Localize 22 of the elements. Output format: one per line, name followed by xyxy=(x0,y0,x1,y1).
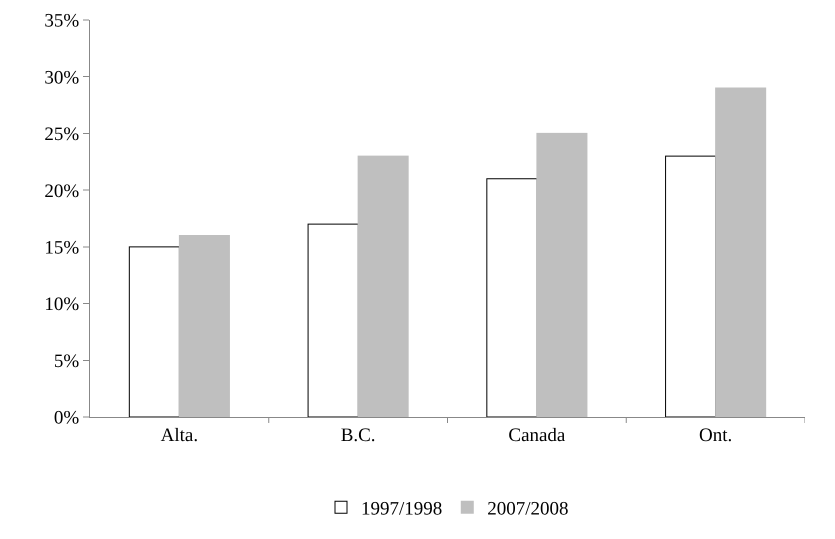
bar xyxy=(486,178,538,417)
bar xyxy=(536,132,588,417)
bar xyxy=(358,156,409,417)
bar xyxy=(715,88,766,417)
y-tick-label: 25% xyxy=(44,124,80,146)
x-tick-label: Ont. xyxy=(699,424,732,446)
y-tick-label: 35% xyxy=(44,10,80,32)
x-tick-label: Alta. xyxy=(160,424,198,446)
y-tick-label: 15% xyxy=(44,238,80,259)
y-tick-label: 20% xyxy=(44,180,80,202)
y-tick-label: 5% xyxy=(54,350,80,372)
legend-label: 2007/2008 xyxy=(487,498,569,520)
legend-label: 1997/1998 xyxy=(361,498,442,520)
y-tick-label: 10% xyxy=(44,294,80,316)
x-tick-label: Canada xyxy=(508,424,566,446)
y-tick-label: 0% xyxy=(54,408,80,429)
bar xyxy=(665,156,716,417)
y-tick-label: 30% xyxy=(44,67,80,88)
bar xyxy=(128,246,180,417)
bar xyxy=(178,235,230,417)
bar xyxy=(308,224,359,417)
x-tick-label: B.C. xyxy=(340,424,376,446)
